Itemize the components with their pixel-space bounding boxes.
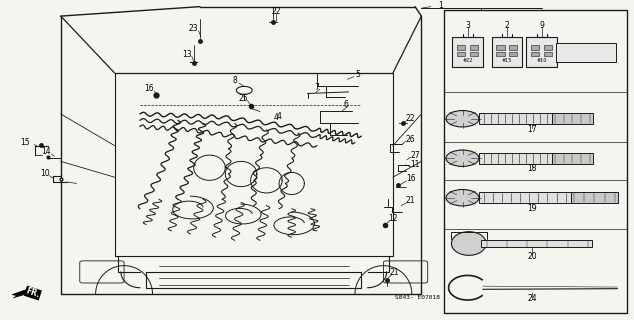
Text: FR.: FR. — [25, 287, 41, 300]
Bar — [531, 45, 540, 50]
Text: #22: #22 — [462, 58, 473, 63]
Text: 7: 7 — [314, 83, 320, 92]
Text: 22: 22 — [405, 114, 415, 123]
Bar — [457, 52, 465, 56]
Bar — [552, 153, 593, 164]
Text: S843- E07018: S843- E07018 — [395, 295, 440, 300]
Circle shape — [446, 150, 479, 166]
Text: 6: 6 — [343, 100, 348, 109]
Bar — [552, 113, 593, 124]
Bar — [526, 37, 557, 68]
Bar — [444, 10, 627, 313]
Bar — [470, 45, 478, 50]
Text: 16: 16 — [145, 84, 154, 93]
Bar — [496, 45, 505, 50]
Bar — [481, 240, 592, 247]
Text: 5: 5 — [356, 70, 361, 79]
Bar — [453, 37, 482, 68]
Text: 25: 25 — [238, 94, 248, 103]
Circle shape — [446, 110, 479, 127]
Text: 17: 17 — [527, 125, 537, 134]
Bar — [479, 192, 571, 204]
Text: 26: 26 — [406, 135, 415, 144]
Text: 22: 22 — [271, 7, 281, 16]
Text: 11: 11 — [410, 160, 420, 169]
Text: 24: 24 — [527, 294, 537, 303]
Text: 13: 13 — [182, 50, 191, 59]
Bar — [509, 52, 517, 56]
Bar — [509, 45, 517, 50]
Text: 3: 3 — [465, 21, 470, 30]
Bar — [491, 37, 522, 68]
Polygon shape — [12, 288, 31, 298]
Text: 21: 21 — [406, 196, 415, 205]
Bar — [544, 45, 552, 50]
Text: 15: 15 — [20, 138, 30, 147]
Bar — [571, 192, 618, 204]
Bar — [531, 52, 540, 56]
Bar — [457, 45, 465, 50]
Text: 12: 12 — [388, 214, 398, 223]
Bar — [556, 43, 616, 62]
Circle shape — [446, 189, 479, 206]
Bar — [479, 113, 552, 124]
Text: #15: #15 — [501, 58, 512, 63]
Text: 8: 8 — [233, 76, 237, 85]
Text: #10: #10 — [536, 58, 547, 63]
Bar — [496, 52, 505, 56]
Text: 16: 16 — [406, 174, 415, 183]
Bar — [544, 52, 552, 56]
Text: 19: 19 — [527, 204, 537, 213]
Bar — [479, 153, 552, 164]
Text: 4: 4 — [273, 113, 278, 122]
Bar — [470, 52, 478, 56]
Text: 4: 4 — [276, 112, 281, 121]
Text: 2: 2 — [505, 21, 509, 30]
Text: 14: 14 — [41, 148, 51, 156]
Text: 1: 1 — [438, 1, 443, 10]
Ellipse shape — [451, 232, 486, 255]
Text: 21: 21 — [389, 268, 399, 277]
Text: 10: 10 — [40, 169, 50, 178]
Text: 18: 18 — [527, 164, 537, 173]
Text: 9: 9 — [539, 21, 544, 30]
Text: 20: 20 — [527, 252, 537, 260]
Text: 23: 23 — [189, 24, 198, 33]
Text: 27: 27 — [410, 151, 420, 160]
